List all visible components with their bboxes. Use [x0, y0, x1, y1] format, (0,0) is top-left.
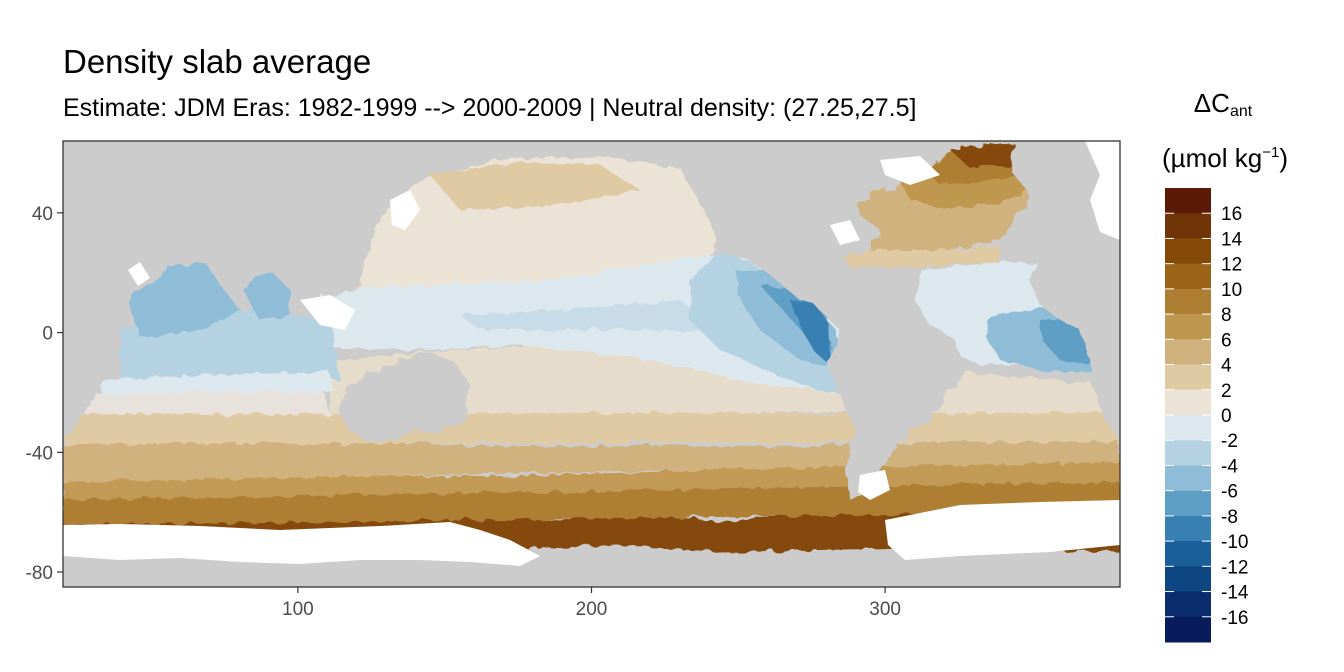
chart-subtitle: Estimate: JDM Eras: 1982-1999 --> 2000-2… — [63, 94, 917, 122]
eastern-pacific-10 — [790, 300, 830, 365]
legend-title-main: ΔC — [1193, 88, 1230, 118]
y-tick-label: -80 — [26, 563, 53, 584]
legend-color-bin — [1165, 515, 1211, 542]
y-tick-label: -40 — [26, 443, 53, 464]
legend-unit-close: ) — [1279, 143, 1288, 173]
plot-panel — [63, 141, 1120, 587]
legend-label: 0 — [1221, 406, 1232, 427]
north-atlantic-4 — [840, 245, 1000, 268]
chart-title: Density slab average — [63, 43, 372, 80]
north-america — [690, 141, 900, 318]
y-tick-label: 0 — [42, 324, 53, 345]
south-america — [828, 305, 965, 500]
x-tick-label: 300 — [869, 599, 901, 620]
legend-unit-main: (µmol kg — [1162, 143, 1263, 173]
x-tick-label: 200 — [576, 599, 608, 620]
legend-colorbar: 16 14 12 10 8 6 4 2 0 -2 -4 -6 -8 -10 -12 -14 -16 — [1165, 188, 1249, 643]
legend-color-bin — [1165, 566, 1211, 593]
australia — [338, 352, 470, 442]
africa-east — [63, 240, 125, 435]
legend-title-sub: ant — [1229, 103, 1253, 120]
legend-label: -4 — [1221, 456, 1238, 477]
legend-color-bin — [1165, 415, 1211, 441]
legend-label: 4 — [1221, 356, 1232, 377]
europe — [1010, 141, 1120, 245]
legend-label: -10 — [1221, 532, 1248, 553]
legend-unit-sup: −1 — [1262, 144, 1280, 161]
legend-color-bin — [1165, 465, 1211, 492]
indian-ocean-subtropical — [100, 372, 335, 396]
y-tick-label: 40 — [32, 204, 53, 225]
legend-color-bin — [1165, 238, 1211, 265]
equatorial-pacific-tongue — [460, 300, 720, 330]
legend-color-bin — [1165, 339, 1211, 366]
legend-label: -2 — [1221, 431, 1238, 452]
japan-sea-nodata — [390, 190, 420, 230]
arctic-nodata-1 — [1085, 141, 1120, 240]
patagonia-nodata — [858, 470, 890, 500]
legend-label: -16 — [1221, 608, 1248, 629]
legend-color-bin — [1165, 591, 1211, 618]
gulf-nodata — [830, 220, 860, 245]
legend-color-bin — [1165, 389, 1211, 416]
legend-label: -8 — [1221, 507, 1238, 528]
no-data-regions — [63, 141, 1120, 566]
legend-label: 12 — [1221, 255, 1242, 276]
legend-color-bin — [1165, 440, 1211, 466]
legend-label: -6 — [1221, 482, 1238, 503]
north-pacific-ne — [430, 162, 640, 210]
legend-unit: (µmol kg−1) — [1150, 136, 1300, 175]
legend-color-bin — [1165, 541, 1211, 567]
legend-color-bin — [1165, 288, 1211, 315]
legend-color-bin — [1165, 616, 1211, 643]
weddell-nodata — [885, 500, 1120, 560]
legend-label: 14 — [1221, 229, 1243, 250]
legend-color-bin — [1165, 314, 1211, 340]
legend-label: 2 — [1221, 381, 1232, 402]
legend-label: 6 — [1221, 330, 1232, 351]
legend-label: -14 — [1221, 583, 1249, 604]
x-tick-label: 100 — [282, 599, 314, 620]
arabian-sea — [128, 262, 240, 338]
ocean-field — [63, 141, 1120, 587]
legend-title: ΔCant — [1158, 86, 1288, 129]
legend-color-bin — [1165, 263, 1211, 290]
legend-color-bin — [1165, 364, 1211, 391]
bay-of-bengal — [240, 270, 290, 320]
ross-weddell-nodata — [63, 522, 540, 566]
legend-label: 8 — [1221, 305, 1232, 326]
legend-label: 16 — [1221, 204, 1242, 225]
legend-color-bin — [1165, 490, 1211, 517]
legend-label: -12 — [1221, 557, 1248, 578]
indonesia-nodata — [300, 295, 355, 330]
legend-color-bin — [1165, 213, 1211, 239]
eurasia — [63, 141, 430, 300]
legend-label: 10 — [1221, 280, 1242, 301]
africa — [1030, 252, 1120, 440]
red-sea-nodata — [128, 262, 150, 286]
arctic-nodata-2 — [880, 156, 940, 185]
legend-color-bin — [1165, 188, 1211, 214]
